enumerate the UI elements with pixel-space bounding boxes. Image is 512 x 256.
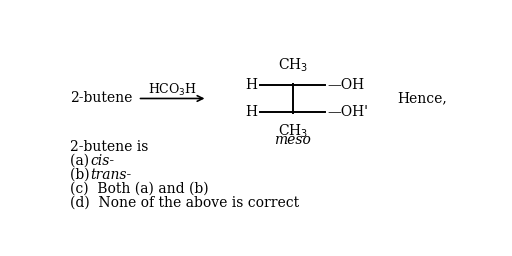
Text: —OH: —OH [328, 78, 365, 92]
Text: (b): (b) [70, 168, 94, 182]
Text: 2-butene: 2-butene [70, 91, 133, 105]
Text: —OH': —OH' [328, 105, 369, 119]
Text: CH$_3$: CH$_3$ [278, 122, 308, 140]
Text: HCO$_3$H: HCO$_3$H [148, 82, 197, 99]
Text: (d)  None of the above is correct: (d) None of the above is correct [70, 196, 300, 209]
Text: cis-: cis- [90, 154, 115, 168]
Text: meso: meso [274, 133, 311, 147]
Text: trans-: trans- [90, 168, 132, 182]
Text: CH$_3$: CH$_3$ [278, 56, 308, 74]
Text: (a): (a) [70, 154, 94, 168]
Text: (c)  Both (a) and (b): (c) Both (a) and (b) [70, 182, 209, 196]
Text: H: H [246, 105, 258, 119]
Text: H: H [246, 78, 258, 92]
Text: 2-butene is: 2-butene is [70, 140, 148, 154]
Text: Hence,: Hence, [397, 91, 447, 105]
